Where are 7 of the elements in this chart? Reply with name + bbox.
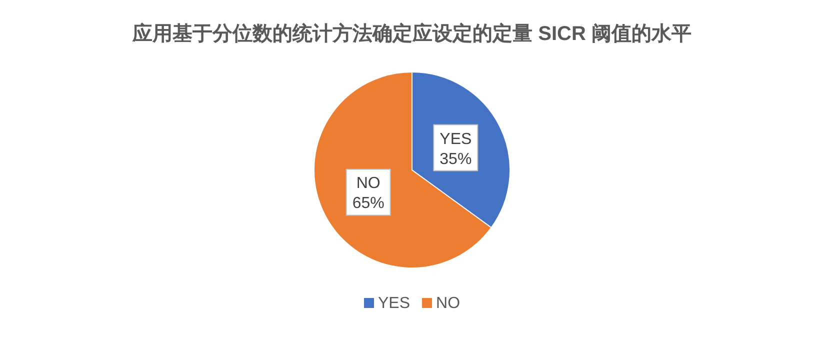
legend-label: NO xyxy=(436,295,460,312)
data-label: 35% xyxy=(440,150,472,168)
chart-title: 应用基于分位数的统计方法确定应设定的定量 SICR 阈值的水平 xyxy=(132,22,692,45)
slice-label: YES xyxy=(440,130,472,148)
slice-label: NO xyxy=(356,175,380,192)
legend-label: YES xyxy=(378,295,410,312)
data-label: 65% xyxy=(352,195,384,212)
